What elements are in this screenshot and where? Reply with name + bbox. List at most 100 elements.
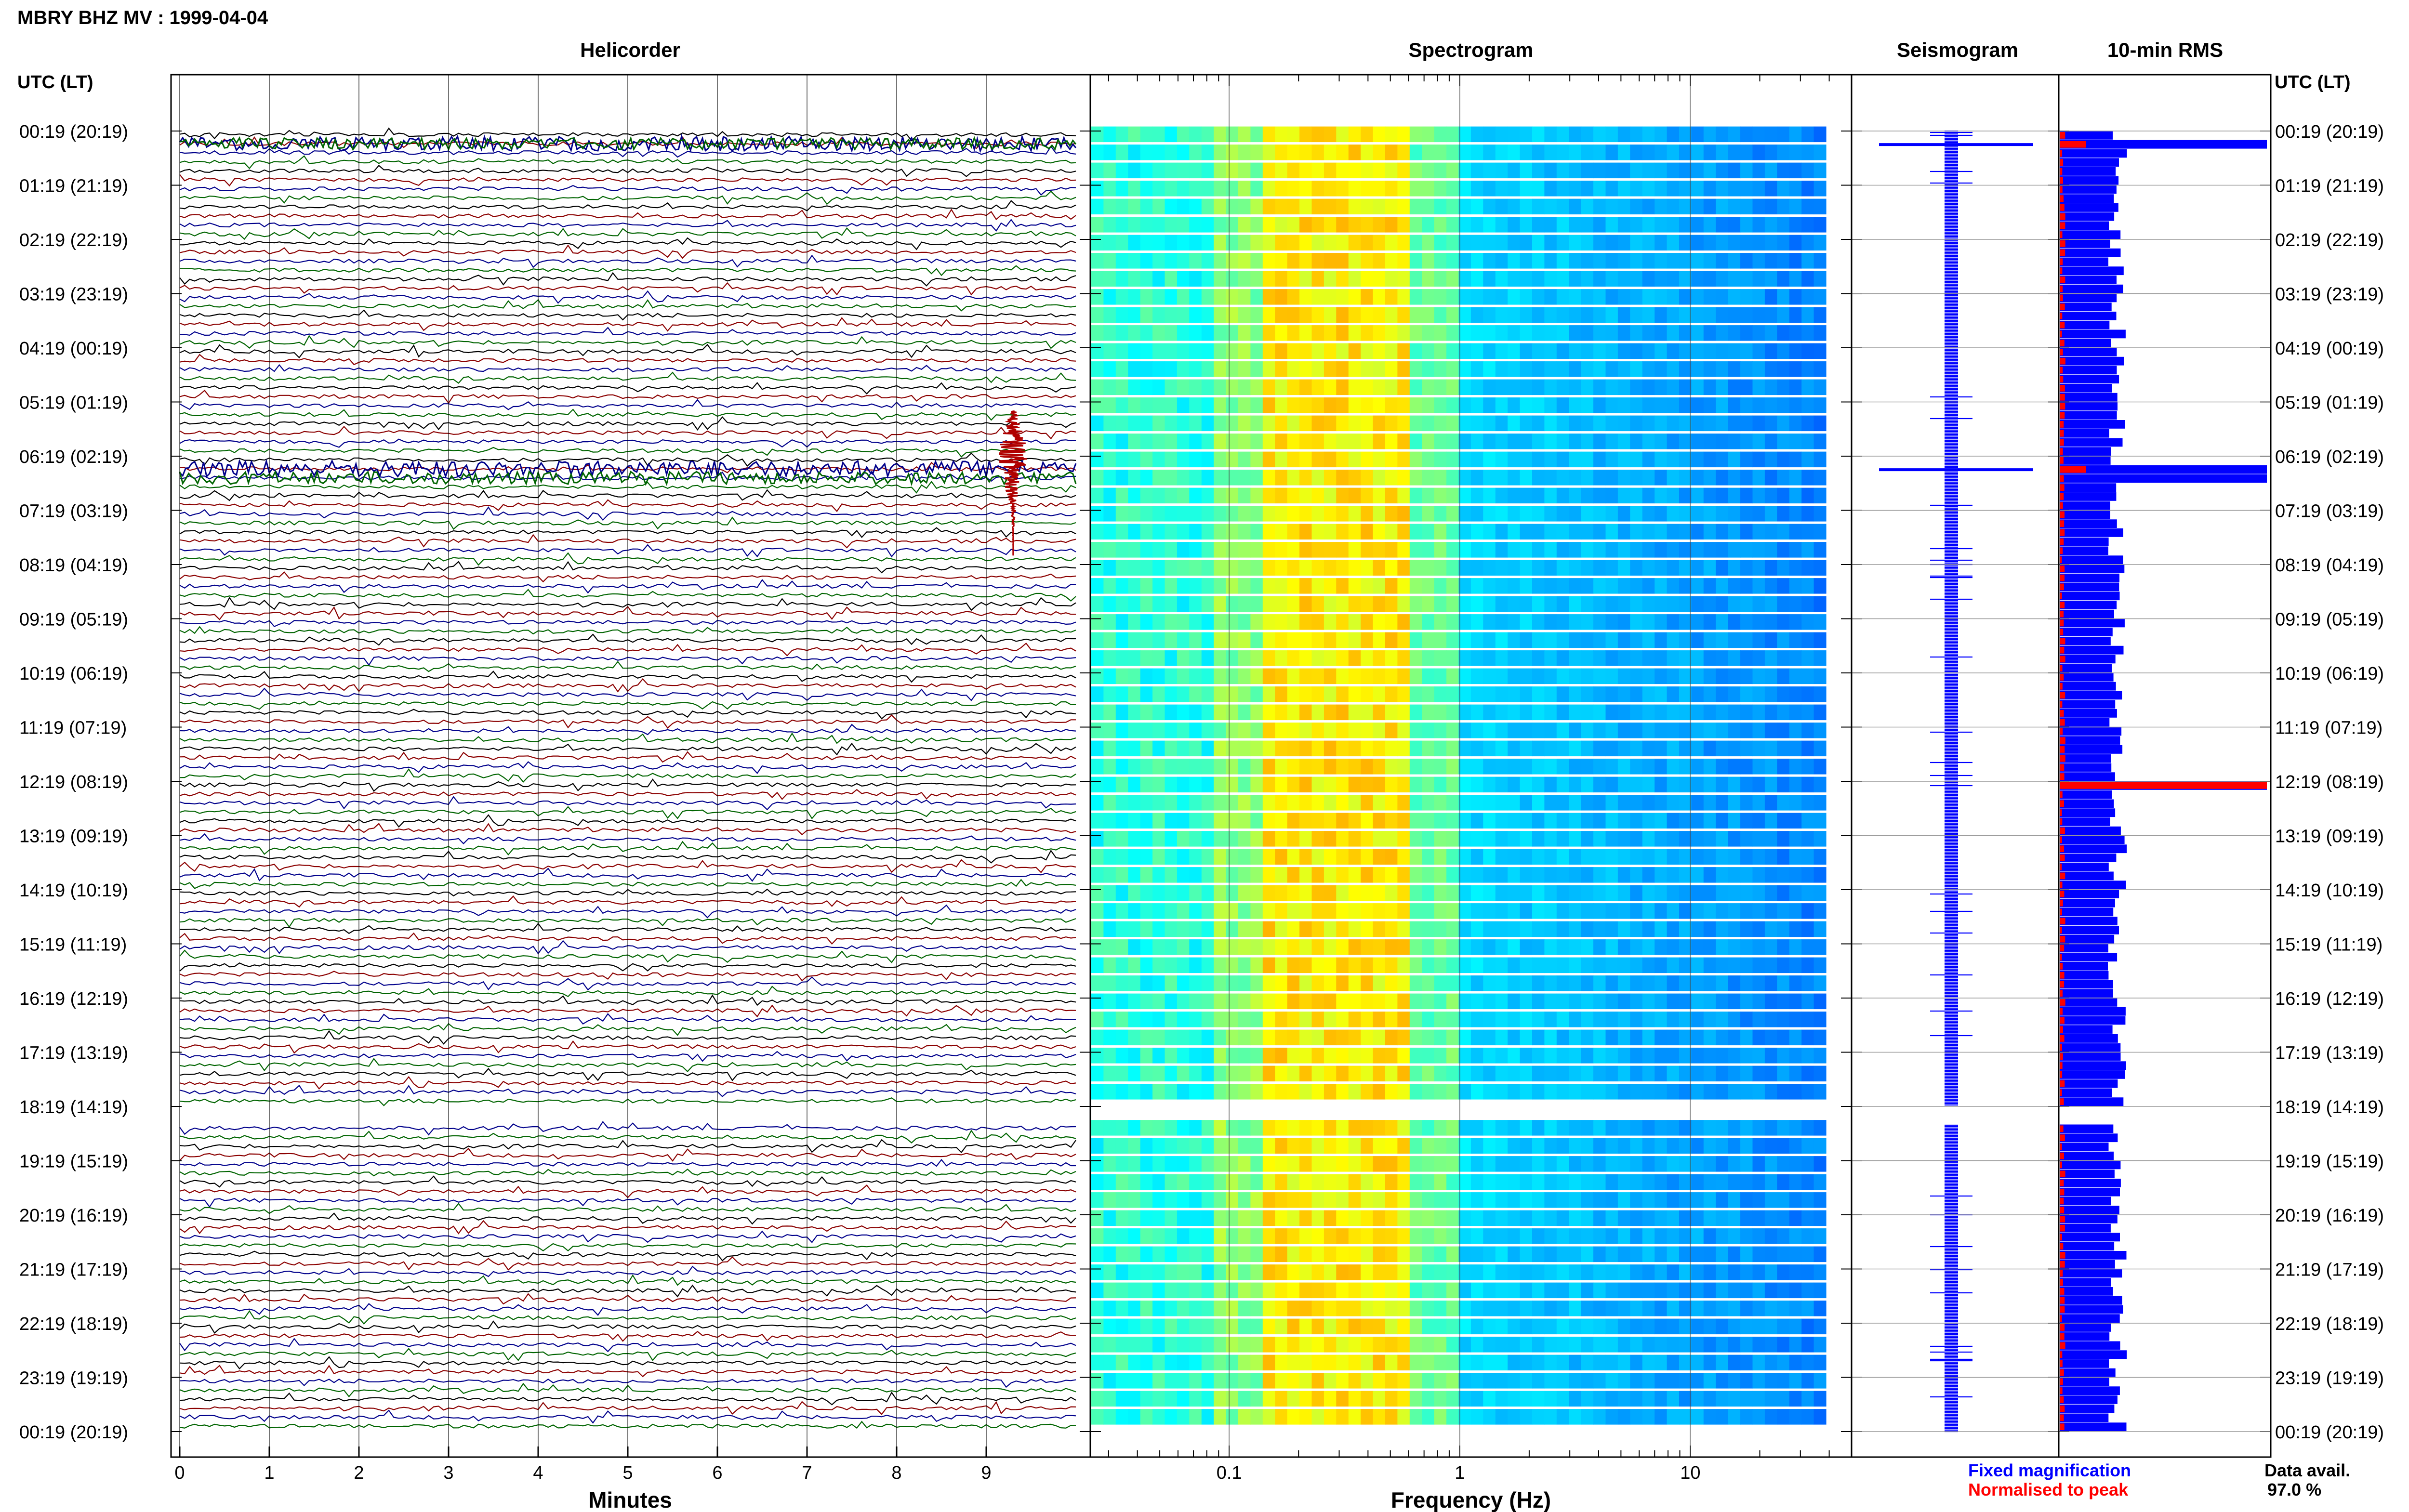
spectrogram-cell [1214,1156,1227,1172]
spectrogram-cell [1520,1084,1533,1100]
spectrogram-cell [1115,921,1128,937]
spectrogram-cell [1728,614,1741,630]
spectrogram-cell [1336,415,1349,432]
spectrogram-cell [1422,993,1435,1010]
spectrogram-cell [1617,1228,1630,1244]
spectrogram-cell [1091,831,1104,847]
spectrogram-cell [1214,271,1227,287]
spectrogram-cell [1311,307,1324,323]
spectrogram-cell [1189,1246,1202,1262]
rms-bar-normalised [2060,1306,2065,1313]
spectrogram-cell [1789,1012,1802,1027]
spectrogram-cell [1373,975,1386,991]
spectrogram-cell [1520,957,1533,973]
spectrogram-cell [1262,1264,1275,1280]
spectrogram-cell [1667,813,1680,829]
spectrogram-cell [1716,704,1729,721]
spectrogram-cell [1299,162,1312,179]
spectrogram-cell [1740,1282,1753,1299]
spectrogram-cell [1630,1029,1643,1046]
spectrogram-cell [1581,1318,1594,1335]
spectrogram-cell [1091,343,1104,359]
spectrogram-cell [1152,1120,1165,1136]
spectrogram-cell [1115,1337,1128,1353]
spectrogram-cell [1605,885,1618,901]
spectrogram-cell [1752,1391,1765,1407]
rms-bar-fixed [2060,844,2127,854]
spectrogram-cell [1409,253,1422,269]
spectrogram-cell [1630,939,1643,955]
spectrogram-cell [1152,1228,1165,1244]
spectrogram-cell [1679,506,1692,522]
spectrogram-cell [1324,578,1337,594]
spectrogram-cell [1385,1120,1398,1136]
spectrogram-cell [1617,1337,1630,1353]
spectrogram-cell [1348,198,1361,215]
spectrogram-cell [1617,361,1630,377]
spectrogram-cell [1642,975,1655,991]
spectrogram-cell [1777,1354,1790,1371]
spectrogram-cell [1642,1084,1655,1100]
spectrogram-cell [1091,975,1104,991]
spectrogram-cell [1642,145,1655,160]
spectrogram-cell [1250,451,1263,468]
spectrogram-cell [1115,578,1128,594]
spectrogram-cell [1311,975,1324,991]
spectrogram-cell [1752,1228,1765,1244]
spectrogram-cell [1703,614,1716,630]
spectrogram-cell [1813,650,1827,666]
spectrogram-cell [1752,289,1765,305]
spectrogram-cell [1091,451,1104,468]
spectrogram-cell [1716,885,1729,901]
spectrogram-cell [1422,397,1435,413]
spectrogram-cell [1226,993,1239,1010]
spectrogram-cell [1752,578,1765,594]
spectrogram-cell [1801,632,1814,648]
rms-bar-normalised [2060,538,2064,545]
spectrogram-cell [1103,1301,1116,1316]
spectrogram-cell [1287,957,1300,973]
spectrogram-cell [1605,903,1618,919]
spectrogram-cell [1703,1318,1716,1335]
spectrogram-cell [1287,831,1300,847]
rms-bar-fixed [2060,1079,2118,1088]
rms-bar-normalised [2060,249,2065,256]
rms-bar-normalised [2060,1288,2065,1295]
spectrogram-cell [1287,993,1300,1010]
rms-bar-fixed [2060,393,2118,402]
spectrogram-cell [1226,1029,1239,1046]
spectrogram-cell [1189,903,1202,919]
spectrogram-cell [1422,162,1435,179]
spectrogram-cell [1556,289,1569,305]
spectrogram-cell [1593,993,1606,1010]
spectrogram-cell [1655,1301,1668,1316]
spectrogram-cell [1348,560,1361,576]
spectrogram-cell [1508,578,1521,594]
spectrogram-cell [1556,1246,1569,1262]
spectrogram-cell [1091,957,1104,973]
spectrogram-cell [1630,289,1643,305]
spectrogram-cell [1201,831,1214,847]
spectrogram-cell [1409,831,1422,847]
spectrogram-cell [1520,542,1533,558]
spectrogram-cell [1777,1192,1790,1208]
spectrogram-cell [1764,849,1777,865]
spectrogram-cell [1287,668,1300,684]
spectrogram-cell [1655,1337,1668,1353]
spectrogram-cell [1275,162,1288,179]
spectrogram-cell [1336,145,1349,160]
spectrogram-cell [1495,1065,1508,1082]
spectrogram-cell [1728,379,1741,395]
spectrogram-cell [1716,560,1729,576]
spectrogram-cell [1813,451,1827,468]
spectrogram-cell [1214,921,1227,937]
spectrogram-cell [1336,1391,1349,1407]
spectrogram-cell [1679,1174,1692,1190]
spectrogram-cell [1716,361,1729,377]
spectrogram-cell [1703,723,1716,738]
spectrogram-cell [1630,1228,1643,1244]
spectrogram-cell [1422,181,1435,197]
spectrogram-cell [1581,415,1594,432]
spectrogram-cell [1238,1301,1251,1316]
spectrogram-cell [1262,506,1275,522]
